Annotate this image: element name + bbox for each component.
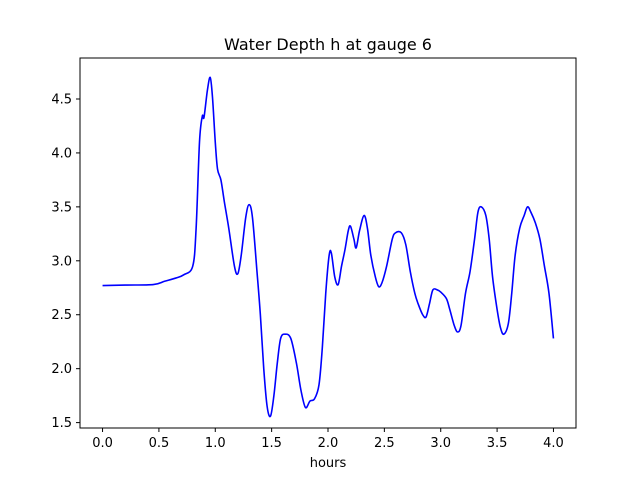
x-tick-label: 0.5 xyxy=(149,436,170,451)
x-axis: 0.0 0.5 1.0 1.5 2.0 2.5 3.0 3.5 4.0 xyxy=(92,428,564,451)
x-tick-label: 0.0 xyxy=(92,436,113,451)
x-tick-label: 3.5 xyxy=(487,436,508,451)
x-tick-label: 3.0 xyxy=(430,436,451,451)
x-tick-label: 4.0 xyxy=(543,436,564,451)
chart-title: Water Depth h at gauge 6 xyxy=(224,35,432,54)
x-tick-label: 1.0 xyxy=(205,436,226,451)
x-tick-label: 2.0 xyxy=(318,436,339,451)
series-line-0 xyxy=(102,76,555,418)
y-axis: 1.5 2.0 2.5 3.0 3.5 4.0 4.5 xyxy=(51,92,80,431)
x-tick-label: 2.5 xyxy=(374,436,395,451)
y-tick-label: 1.5 xyxy=(51,416,72,431)
x-tick-label: 1.5 xyxy=(261,436,282,451)
y-tick-label: 3.5 xyxy=(51,200,72,215)
y-tick-label: 4.0 xyxy=(51,146,72,161)
y-tick-label: 3.0 xyxy=(51,254,72,269)
y-tick-label: 2.0 xyxy=(51,362,72,377)
y-tick-label: 4.5 xyxy=(51,92,72,107)
series-layer xyxy=(102,76,555,418)
x-axis-title: hours xyxy=(310,456,347,471)
y-tick-label: 2.5 xyxy=(51,308,72,323)
